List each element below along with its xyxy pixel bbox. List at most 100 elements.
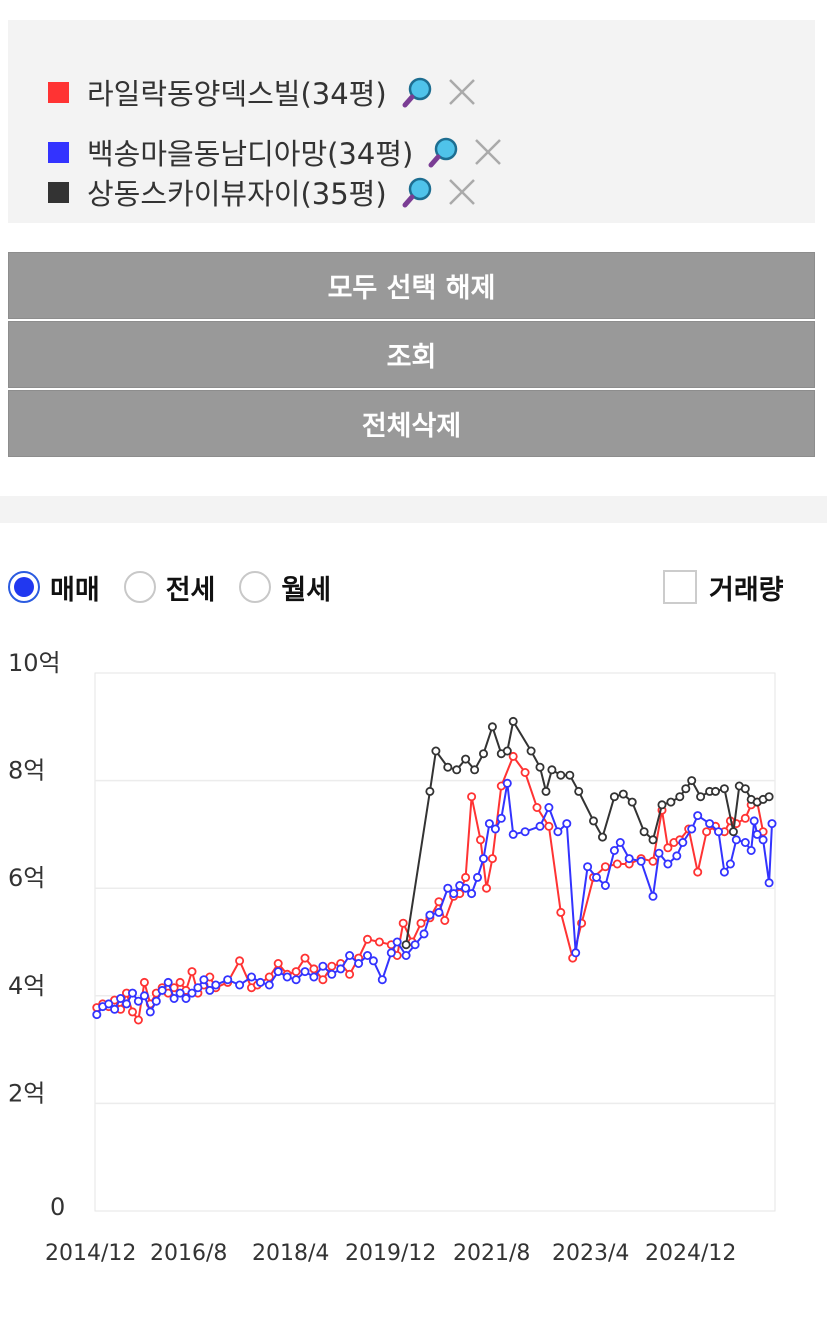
data-point[interactable]	[467, 889, 477, 899]
data-point[interactable]	[636, 856, 646, 866]
data-point[interactable]	[157, 985, 167, 995]
data-point[interactable]	[562, 819, 572, 829]
data-point[interactable]	[556, 770, 566, 780]
data-point[interactable]	[362, 950, 372, 960]
data-point[interactable]	[618, 789, 628, 799]
data-point[interactable]	[169, 993, 179, 1003]
data-point[interactable]	[104, 999, 114, 1009]
volume-checkbox[interactable]: 거래량	[663, 567, 784, 607]
data-point[interactable]	[205, 985, 215, 995]
data-point[interactable]	[487, 722, 497, 732]
data-point[interactable]	[496, 813, 506, 823]
data-point[interactable]	[764, 878, 774, 888]
data-point[interactable]	[520, 767, 530, 777]
data-point[interactable]	[693, 867, 703, 877]
data-point[interactable]	[255, 977, 265, 987]
data-point[interactable]	[547, 765, 557, 775]
data-point[interactable]	[609, 845, 619, 855]
data-point[interactable]	[145, 1007, 155, 1017]
data-point[interactable]	[392, 937, 402, 947]
data-point[interactable]	[648, 835, 658, 845]
data-point[interactable]	[127, 1007, 137, 1017]
data-point[interactable]	[657, 800, 667, 810]
data-point[interactable]	[127, 988, 137, 998]
magnifier-icon[interactable]	[401, 175, 435, 209]
data-point[interactable]	[574, 786, 584, 796]
data-point[interactable]	[648, 891, 658, 901]
data-point[interactable]	[410, 940, 420, 950]
data-point[interactable]	[434, 907, 444, 917]
data-point[interactable]	[110, 1004, 120, 1014]
data-point[interactable]	[300, 953, 310, 963]
data-point[interactable]	[401, 940, 411, 950]
data-point[interactable]	[398, 918, 408, 928]
data-point[interactable]	[624, 854, 634, 864]
data-point[interactable]	[752, 829, 762, 839]
data-point[interactable]	[425, 910, 435, 920]
data-point[interactable]	[443, 762, 453, 772]
data-point[interactable]	[627, 797, 637, 807]
data-point[interactable]	[291, 975, 301, 985]
data-point[interactable]	[544, 821, 554, 831]
data-point[interactable]	[443, 883, 453, 893]
data-point[interactable]	[309, 972, 319, 982]
data-point[interactable]	[354, 958, 364, 968]
data-point[interactable]	[532, 802, 542, 812]
data-point[interactable]	[193, 983, 203, 993]
data-point[interactable]	[175, 977, 185, 987]
data-point[interactable]	[609, 792, 619, 802]
data-point[interactable]	[452, 765, 462, 775]
data-point[interactable]	[133, 996, 143, 1006]
data-point[interactable]	[687, 776, 697, 786]
data-point[interactable]	[187, 967, 197, 977]
data-point[interactable]	[318, 975, 328, 985]
data-point[interactable]	[449, 889, 459, 899]
data-point[interactable]	[693, 811, 703, 821]
data-point[interactable]	[336, 964, 346, 974]
data-point[interactable]	[327, 961, 337, 971]
data-point[interactable]	[592, 872, 602, 882]
data-point[interactable]	[318, 961, 328, 971]
data-point[interactable]	[419, 929, 429, 939]
data-point[interactable]	[639, 827, 649, 837]
data-point[interactable]	[470, 765, 480, 775]
data-point[interactable]	[758, 835, 768, 845]
data-point[interactable]	[654, 848, 664, 858]
data-point[interactable]	[600, 862, 610, 872]
data-point[interactable]	[199, 975, 209, 985]
data-point[interactable]	[487, 854, 497, 864]
data-point[interactable]	[600, 880, 610, 890]
magnifier-icon[interactable]	[401, 75, 435, 109]
data-point[interactable]	[273, 967, 283, 977]
data-point[interactable]	[264, 980, 274, 990]
data-point[interactable]	[696, 792, 706, 802]
data-point[interactable]	[163, 977, 173, 987]
data-point[interactable]	[746, 845, 756, 855]
data-point[interactable]	[535, 821, 545, 831]
data-point[interactable]	[728, 827, 738, 837]
data-point[interactable]	[583, 862, 593, 872]
data-point[interactable]	[508, 829, 518, 839]
volume-checkbox-box[interactable]	[663, 570, 697, 604]
data-point[interactable]	[481, 883, 491, 893]
data-point[interactable]	[687, 824, 697, 834]
close-icon[interactable]	[447, 177, 477, 207]
data-point[interactable]	[401, 950, 411, 960]
data-point[interactable]	[740, 784, 750, 794]
data-point[interactable]	[211, 980, 221, 990]
data-point[interactable]	[553, 827, 563, 837]
radio-jeonse[interactable]: 전세	[123, 568, 215, 607]
data-point[interactable]	[740, 837, 750, 847]
delete-all-button[interactable]: 전체삭제	[8, 390, 815, 457]
data-point[interactable]	[300, 967, 310, 977]
data-point[interactable]	[714, 827, 724, 837]
data-point[interactable]	[116, 993, 126, 1003]
data-point[interactable]	[705, 819, 715, 829]
data-point[interactable]	[719, 784, 729, 794]
data-point[interactable]	[749, 816, 759, 826]
data-point[interactable]	[648, 856, 658, 866]
data-point[interactable]	[541, 786, 551, 796]
data-point[interactable]	[535, 762, 545, 772]
data-point[interactable]	[133, 1015, 143, 1025]
data-point[interactable]	[377, 975, 387, 985]
